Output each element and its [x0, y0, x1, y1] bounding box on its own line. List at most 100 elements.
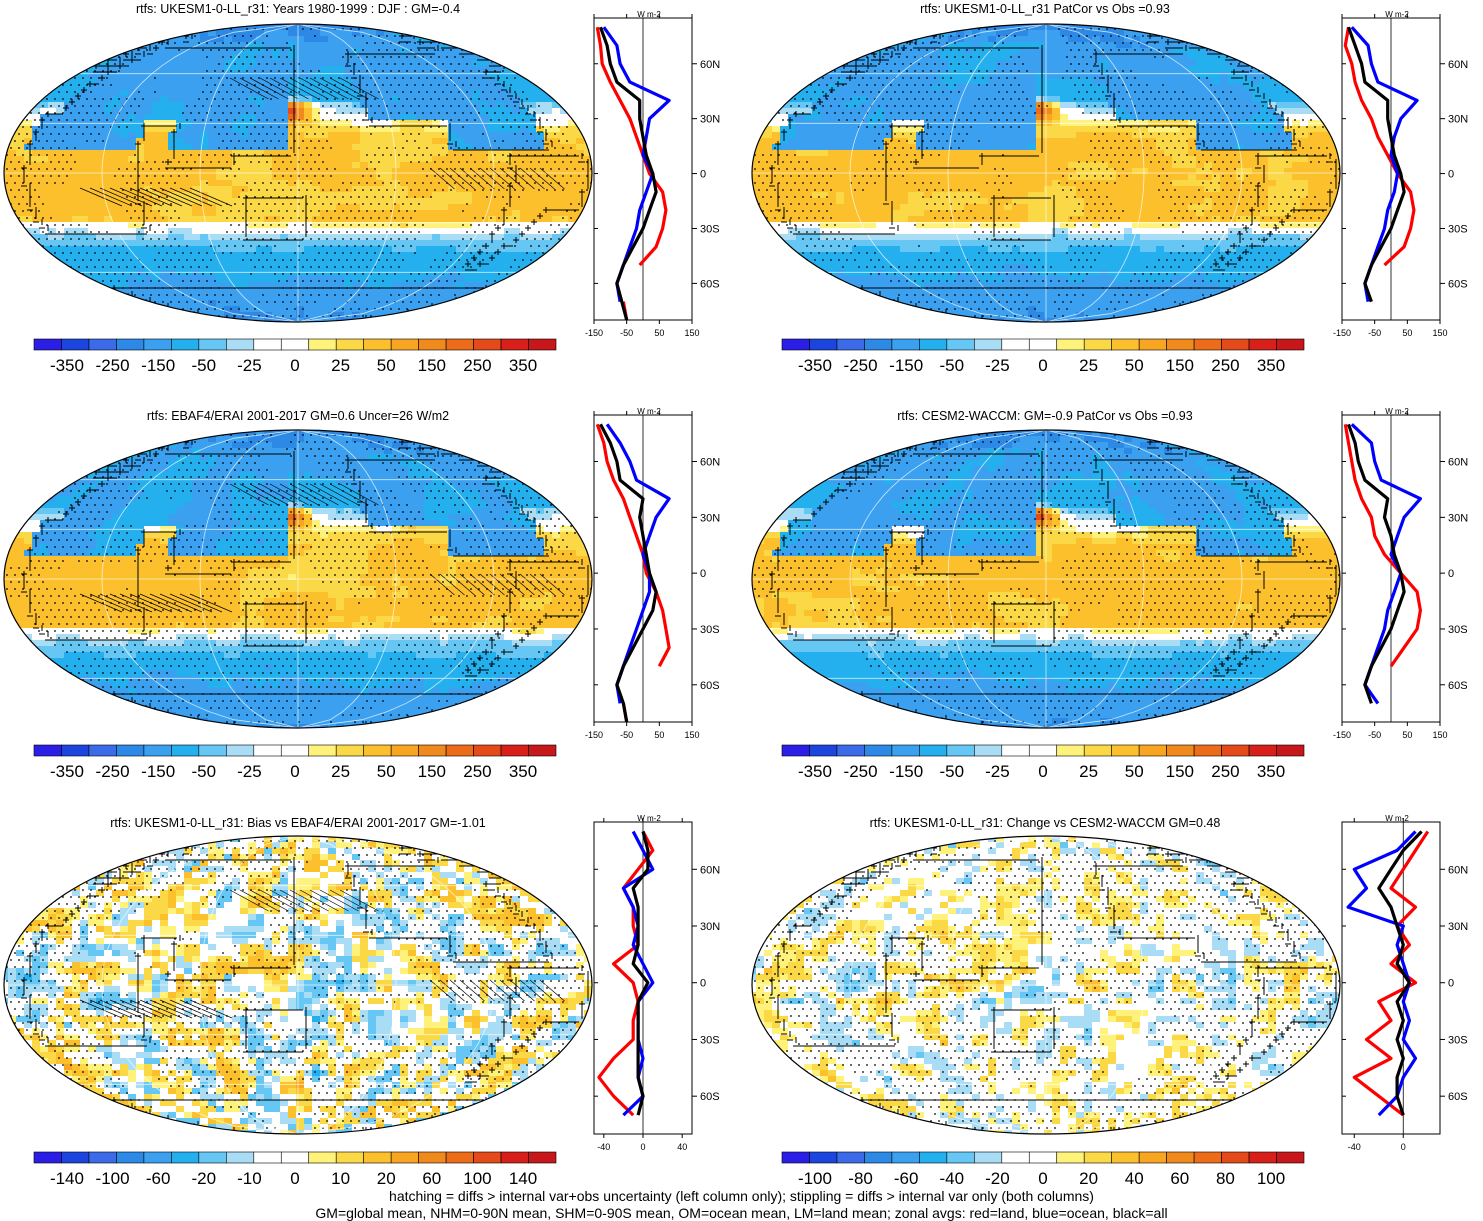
colorbar-swatch — [1028, 744, 1058, 757]
x-tick-label: -150 — [1333, 328, 1351, 338]
lat-tick-label: 0 — [1448, 169, 1454, 181]
lat-tick-label: 60S — [700, 1091, 720, 1103]
colorbar-swatch — [1138, 744, 1167, 757]
x-tick-label: 40 — [677, 1142, 687, 1152]
colorbar-label: 150 — [418, 356, 446, 375]
colorbar-label: 0 — [290, 762, 299, 781]
colorbar-swatch — [1111, 1151, 1140, 1164]
graticule — [4, 429, 592, 729]
colorbar-swatch — [809, 1151, 838, 1164]
colorbar-label: 10 — [331, 1169, 350, 1188]
colorbar-label: 250 — [1211, 356, 1239, 375]
colorbar-svg: -350 -250 -150 -50 -25 0 25 50 150 250 350 — [33, 338, 557, 375]
colorbar-swatch — [1166, 338, 1195, 351]
colorbar-5: -140 -100 -60 -20 -10 0 10 20 60 100 140 — [30, 1151, 560, 1191]
lat-tick-label: 30N — [1448, 114, 1468, 126]
colorbar-swatch — [61, 744, 90, 757]
colorbar-swatch — [335, 338, 364, 351]
colorbar-swatch — [143, 1151, 172, 1164]
colorbar-swatch — [1276, 338, 1305, 351]
colorbar-label: 250 — [463, 356, 491, 375]
colorbar-swatch — [1138, 338, 1167, 351]
colorbar-swatch — [1083, 1151, 1112, 1164]
graticule — [752, 23, 1340, 323]
colorbar-label: 0 — [1038, 762, 1047, 781]
colorbar-label: 350 — [1257, 356, 1285, 375]
colorbar-swatch — [500, 338, 529, 351]
zonal-svg: W m-2 60N 30N 0 30S 60S -40 0 40 — [593, 814, 720, 1152]
hatching — [79, 483, 565, 613]
colorbar-label: -150 — [141, 762, 175, 781]
colorbar-label: -25 — [985, 356, 1010, 375]
x-tick-label: -50 — [620, 328, 633, 338]
colorbar-1: -350 -250 -150 -50 -25 0 25 50 150 250 350 — [30, 338, 560, 378]
x-tick-label: 0 — [640, 1142, 645, 1152]
zonal-series-all — [1377, 830, 1423, 1116]
colorbar-label: -250 — [844, 356, 878, 375]
colorbar-swatch — [363, 744, 392, 757]
x-tick-label: 50 — [654, 730, 664, 740]
colorbar-label: 20 — [1079, 1169, 1098, 1188]
colorbar-label: 100 — [463, 1169, 491, 1188]
zonal-unit-label: W m-2 — [1385, 407, 1409, 416]
colorbar-label: -350 — [50, 356, 84, 375]
map-svg — [751, 429, 1341, 729]
colorbar-swatch — [198, 744, 227, 757]
lat-tick-label: 30S — [1448, 223, 1468, 235]
zonal-series-all — [631, 831, 650, 1116]
lat-tick-label: 60S — [700, 278, 720, 290]
zonal-series-ocean — [1350, 423, 1422, 705]
colorbar-label: -50 — [191, 762, 216, 781]
colorbar-swatch — [1221, 338, 1250, 351]
colorbar-swatch — [864, 1151, 893, 1164]
colorbar-swatch — [61, 1151, 90, 1164]
map-panel-4 — [748, 424, 1344, 734]
colorbar-swatch — [226, 338, 255, 351]
colorbar-label: -250 — [96, 762, 130, 781]
map-panel-5 — [0, 830, 596, 1140]
colorbar-swatch — [1138, 1151, 1167, 1164]
colorbar-swatch — [891, 338, 920, 351]
colorbar-swatch — [1056, 1151, 1085, 1164]
colorbar-label: 0 — [1038, 356, 1047, 375]
colorbar-swatch — [781, 338, 810, 351]
x-tick-label: 50 — [1402, 730, 1412, 740]
colorbar-label: 50 — [1125, 356, 1144, 375]
coastlines — [21, 845, 589, 1133]
colorbar-swatch — [1111, 338, 1140, 351]
colorbar-label: -150 — [889, 356, 923, 375]
colorbar-label: 100 — [1257, 1169, 1285, 1188]
colorbar-label: -25 — [237, 762, 262, 781]
zonal-frame — [1341, 821, 1441, 1135]
colorbar-swatch — [390, 1151, 419, 1164]
colorbar-swatch — [1221, 1151, 1250, 1164]
x-tick-label: -150 — [585, 730, 603, 740]
colorbar-label: 50 — [377, 356, 396, 375]
colorbar-label: 25 — [331, 762, 350, 781]
colorbar-swatch — [253, 338, 282, 351]
colorbar-label: -350 — [798, 762, 832, 781]
colorbar-svg: -100 -80 -60 -40 -20 0 20 40 60 80 100 — [781, 1151, 1305, 1188]
colorbar-swatch — [1166, 744, 1195, 757]
map-svg — [3, 835, 593, 1135]
colorbar-label: -100 — [798, 1169, 832, 1188]
zonal-series-all — [598, 26, 658, 321]
footer-note-means: GM=global mean, NHM=0-90N mean, SHM=0-90… — [0, 1205, 1483, 1221]
zonal-series-land — [1345, 424, 1420, 703]
colorbar-label: 150 — [1166, 762, 1194, 781]
colorbar-6: -100 -80 -60 -40 -20 0 20 40 60 80 100 — [778, 1151, 1308, 1191]
lat-tick-label: 0 — [1448, 978, 1454, 990]
colorbar-swatch — [1001, 1151, 1030, 1164]
map-svg — [751, 835, 1341, 1135]
hatching — [79, 77, 565, 207]
map-panel-1 — [0, 18, 596, 328]
colorbar-swatch — [280, 1151, 310, 1164]
colorbar-label: -250 — [844, 762, 878, 781]
lat-tick-label: 0 — [700, 568, 706, 580]
colorbar-swatch — [1248, 744, 1277, 757]
graticule — [752, 429, 1340, 729]
colorbar-label: 250 — [463, 762, 491, 781]
zonal-series-ocean — [1346, 830, 1418, 1117]
colorbar-swatch — [919, 744, 948, 757]
colorbar-swatch — [919, 338, 948, 351]
